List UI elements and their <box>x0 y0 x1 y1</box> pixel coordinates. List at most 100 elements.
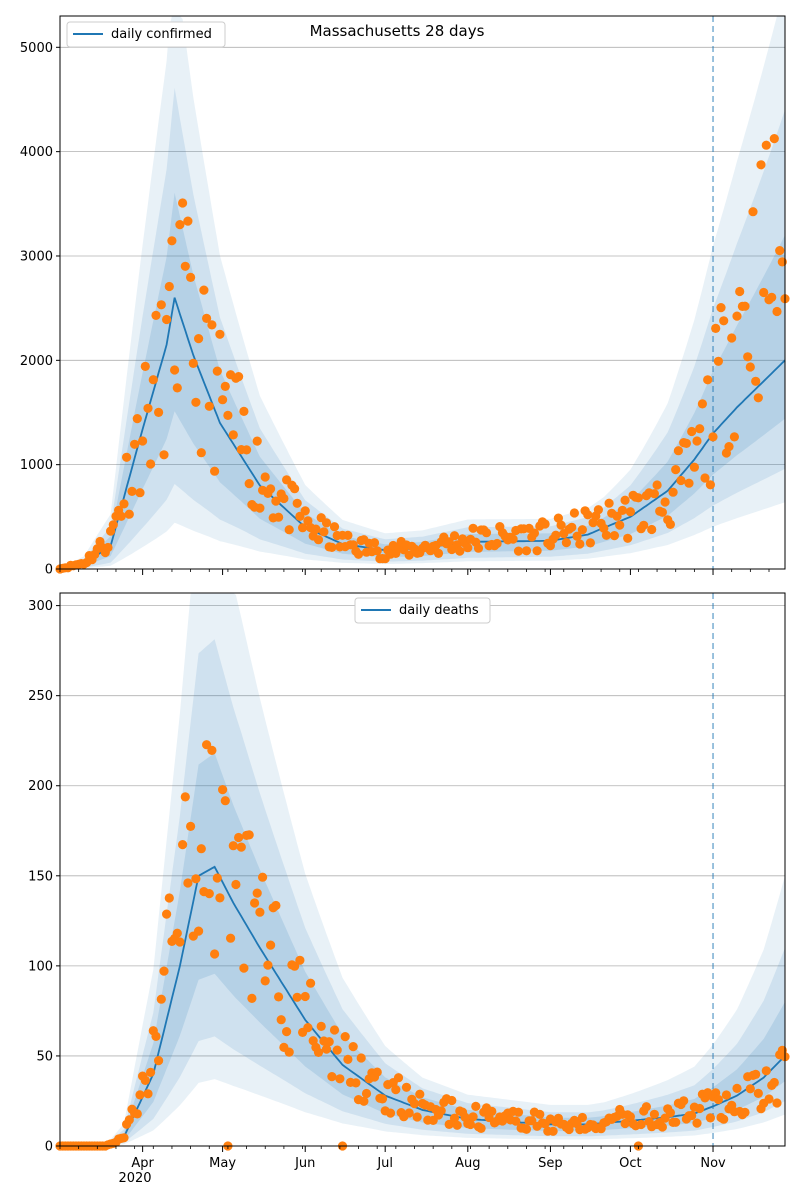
observed-point <box>585 538 596 548</box>
observed-point <box>657 507 668 517</box>
observed-point <box>178 198 188 208</box>
observed-point <box>769 134 779 144</box>
observed-point <box>735 286 745 297</box>
observed-point <box>271 496 281 506</box>
observed-point <box>290 484 300 494</box>
observed-point <box>567 522 577 532</box>
observed-point <box>665 1108 676 1118</box>
observed-point <box>612 511 622 521</box>
observed-point <box>194 334 204 344</box>
y-tick-label: 150 <box>28 869 53 884</box>
observed-point <box>633 493 644 503</box>
observed-point <box>468 1112 478 1122</box>
observed-point <box>604 498 614 508</box>
observed-point <box>556 520 566 530</box>
observed-point <box>697 399 708 409</box>
legend-box <box>66 21 226 48</box>
observed-point <box>719 316 729 326</box>
observed-point <box>729 432 740 442</box>
observed-point <box>164 281 174 292</box>
observed-point <box>721 1090 732 1100</box>
observed-point <box>313 1047 324 1057</box>
observed-point <box>191 397 201 407</box>
observed-point <box>740 1107 750 1117</box>
y-tick-label: 0 <box>45 1140 53 1155</box>
observed-point <box>521 1124 532 1134</box>
observed-point <box>759 287 769 298</box>
observed-point <box>444 537 454 547</box>
observed-point <box>146 1067 156 1077</box>
observed-point <box>156 994 166 1004</box>
observed-point <box>194 926 204 936</box>
observed-point <box>162 909 172 919</box>
observed-point <box>204 401 214 411</box>
observed-point <box>353 549 364 559</box>
observed-point <box>303 1023 313 1033</box>
observed-points <box>55 134 790 574</box>
observed-point <box>175 937 185 947</box>
observed-point <box>327 1072 337 1082</box>
observed-point <box>775 246 785 256</box>
observed-point <box>175 220 185 230</box>
observed-point <box>551 530 561 540</box>
axes-frame <box>59 592 786 1147</box>
observed-point <box>295 955 305 965</box>
observed-point <box>748 207 758 217</box>
observed-point <box>154 407 164 417</box>
observed-point <box>162 314 172 325</box>
uncertainty-band <box>60 16 785 569</box>
observed-point <box>135 1090 145 1100</box>
observed-point <box>609 531 620 541</box>
observed-point <box>140 361 150 371</box>
observed-point <box>183 216 193 226</box>
x-tick-label: Aug <box>455 1156 480 1171</box>
y-tick-label: 5000 <box>20 41 53 56</box>
observed-point <box>329 522 340 532</box>
observed-point <box>473 543 484 553</box>
observed-point <box>122 452 132 462</box>
observed-point <box>649 1109 660 1119</box>
observed-point <box>623 533 633 543</box>
observed-point <box>242 445 252 455</box>
observed-point <box>178 840 188 850</box>
observed-point <box>244 830 254 840</box>
observed-point <box>711 323 721 333</box>
observed-point <box>433 548 444 559</box>
observed-point <box>751 1069 761 1079</box>
observed-point <box>671 1117 681 1127</box>
observed-point <box>540 519 550 529</box>
observed-point <box>617 505 628 515</box>
observed-point <box>220 381 230 391</box>
observed-point <box>239 406 249 416</box>
observed-point <box>372 1067 382 1077</box>
observed-point <box>377 1094 388 1104</box>
observed-point <box>276 1015 286 1025</box>
observed-point <box>727 333 737 343</box>
observed-point <box>639 520 649 530</box>
observed-point <box>143 403 153 413</box>
observed-point <box>255 503 265 513</box>
observed-point <box>692 436 702 446</box>
observed-point <box>311 524 321 534</box>
y-tick-label: 1000 <box>20 458 53 473</box>
observed-point <box>511 1116 521 1126</box>
observed-point <box>159 966 169 976</box>
observed-point <box>215 893 225 903</box>
observed-point <box>279 493 289 504</box>
observed-point <box>593 505 604 515</box>
observed-point <box>665 519 676 530</box>
observed-point <box>732 311 742 321</box>
panel-deaths: 0 50 100 150 200 250 300 Apr May Jun Jul Aug Sep Oct… <box>28 592 790 1186</box>
observed-point <box>188 358 198 368</box>
observed-point <box>703 375 713 385</box>
observed-point <box>745 362 755 372</box>
observed-point <box>449 531 460 541</box>
observed-point <box>220 796 230 806</box>
observed-point <box>212 873 222 883</box>
observed-point <box>159 450 169 460</box>
observed-point <box>761 140 771 150</box>
observed-point <box>119 499 129 509</box>
observed-point <box>151 1031 161 1041</box>
observed-point <box>210 949 220 959</box>
